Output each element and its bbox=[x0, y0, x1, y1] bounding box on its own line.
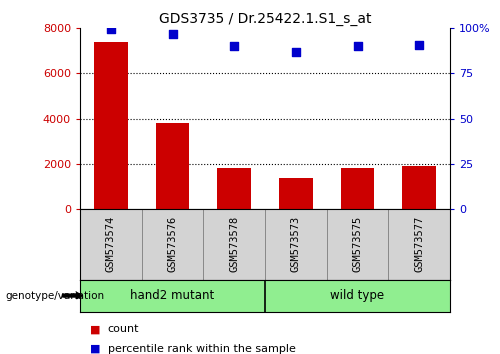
Text: GSM573577: GSM573577 bbox=[414, 216, 424, 272]
Bar bbox=[402, 166, 436, 209]
Point bbox=[107, 27, 115, 32]
Text: GSM573575: GSM573575 bbox=[352, 216, 362, 272]
Point bbox=[354, 44, 362, 49]
Text: GSM573574: GSM573574 bbox=[106, 216, 116, 272]
Text: GSM573573: GSM573573 bbox=[291, 216, 301, 272]
Point bbox=[168, 31, 176, 36]
Text: ■: ■ bbox=[90, 344, 101, 354]
Text: count: count bbox=[108, 324, 139, 334]
Text: hand2 mutant: hand2 mutant bbox=[130, 289, 214, 302]
Text: GSM573576: GSM573576 bbox=[168, 216, 177, 272]
Bar bbox=[217, 168, 251, 209]
Title: GDS3735 / Dr.25422.1.S1_s_at: GDS3735 / Dr.25422.1.S1_s_at bbox=[159, 12, 371, 26]
Text: GSM573578: GSM573578 bbox=[229, 216, 239, 272]
Text: ■: ■ bbox=[90, 324, 101, 334]
Bar bbox=[94, 42, 128, 209]
Bar bbox=[279, 178, 313, 209]
Point bbox=[415, 42, 423, 47]
Bar bbox=[340, 168, 374, 209]
Text: wild type: wild type bbox=[330, 289, 384, 302]
Point bbox=[230, 44, 238, 49]
Text: percentile rank within the sample: percentile rank within the sample bbox=[108, 344, 296, 354]
Point bbox=[292, 49, 300, 55]
Bar bbox=[156, 123, 190, 209]
Text: genotype/variation: genotype/variation bbox=[5, 291, 104, 301]
